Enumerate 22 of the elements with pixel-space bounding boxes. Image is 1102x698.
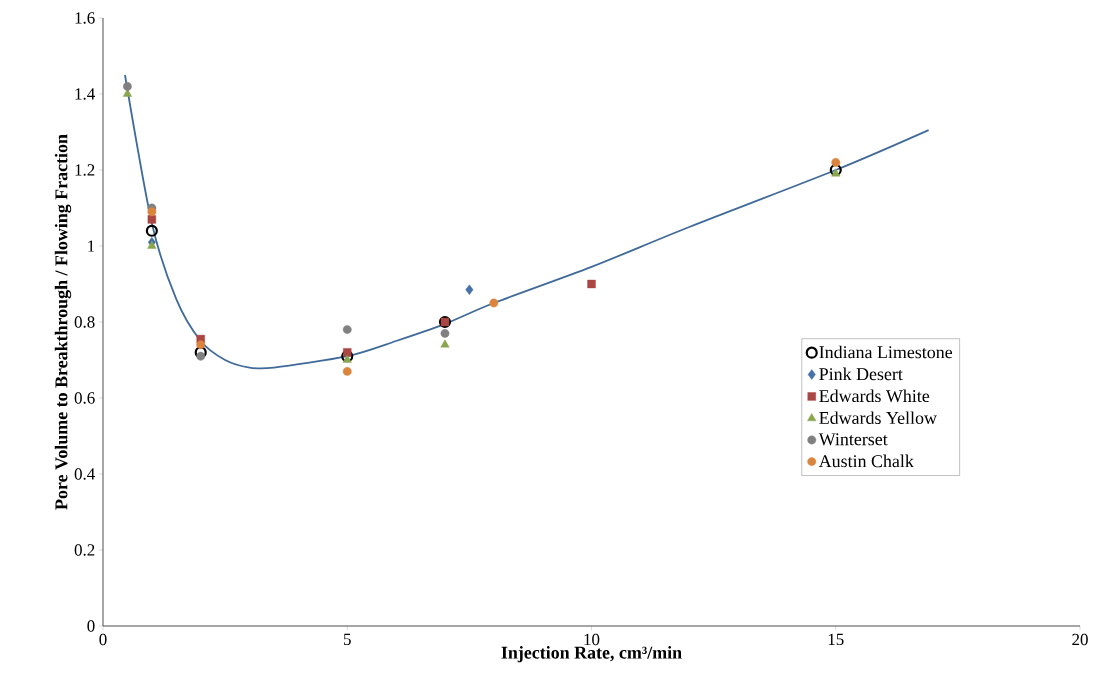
legend-label: Pink Desert xyxy=(819,367,903,381)
legend-label: Edwards White xyxy=(819,389,930,403)
y-tick-label: 0.8 xyxy=(74,316,95,328)
legend-label: Austin Chalk xyxy=(818,454,914,468)
legend-label: Indiana Limestone xyxy=(819,345,953,359)
x-tick-label: 0 xyxy=(99,633,107,646)
x-tick-label: 20 xyxy=(1072,633,1088,646)
x-axis-title: Injection Rate, cm³/min xyxy=(501,646,682,663)
y-tick-label: 1.4 xyxy=(75,88,95,100)
y-tick-label: 0 xyxy=(87,620,95,632)
y-tick-label: 1.6 xyxy=(75,12,95,24)
y-tick-label: 1.2 xyxy=(75,164,95,176)
legend-label: Winterset xyxy=(818,433,888,446)
y-axis-title: Pore Volume to Breakthrough / Flowing Fraction xyxy=(54,134,72,510)
x-tick-label: 15 xyxy=(828,633,844,646)
legend-label: Edwards Yellow xyxy=(819,411,937,424)
y-tick-label: 0.2 xyxy=(74,544,95,556)
x-tick-label: 10 xyxy=(584,633,600,646)
x-tick-label: 5 xyxy=(344,633,351,646)
y-tick-label: 0.6 xyxy=(74,392,95,404)
y-tick-label: 1 xyxy=(88,240,95,252)
y-tick-label: 0.4 xyxy=(74,468,95,480)
